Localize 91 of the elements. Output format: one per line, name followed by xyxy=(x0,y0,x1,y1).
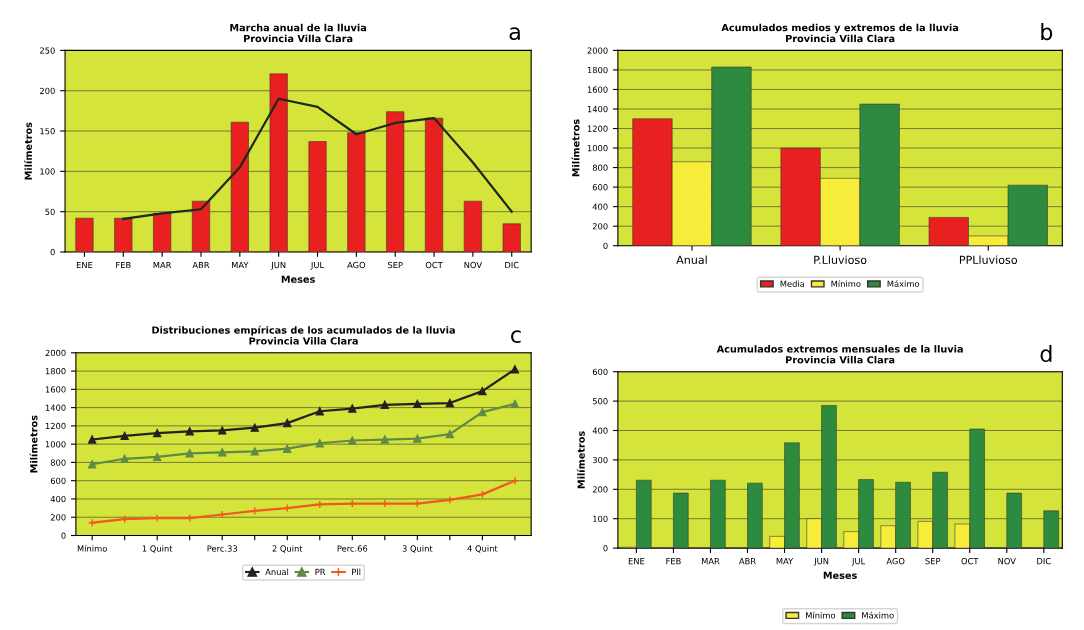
y-tick-label: 200 xyxy=(50,514,66,521)
x-tick-label: OCT xyxy=(425,261,443,269)
y-tick-label: 200 xyxy=(592,486,608,493)
y-axis-title: Milímetros xyxy=(29,415,38,473)
y-tick-label: 50 xyxy=(45,208,55,215)
y-axis-title: Milímetros xyxy=(576,431,585,489)
x-axis-title: Meses xyxy=(823,571,857,579)
x-axis-title: Meses xyxy=(281,275,315,283)
x-tick-label: NOV xyxy=(464,261,482,269)
y-tick-label: 200 xyxy=(592,223,608,230)
text: a xyxy=(509,27,520,41)
chart-title: Marcha anual de la lluvia Provincia Villa Clara xyxy=(230,23,367,43)
chart-title: Acumulados extremos mensuales de la lluvia Provincia Villa Clara xyxy=(716,345,963,364)
y-tick-label: 1400 xyxy=(45,404,66,411)
y-tick-label: 1800 xyxy=(587,66,608,74)
y-tick-label: 600 xyxy=(592,184,608,191)
x-tick-label: 1 Quint xyxy=(142,545,173,553)
legend-label: Mínimo xyxy=(831,280,861,287)
y-tick-label: 150 xyxy=(40,128,55,135)
text: d xyxy=(1040,344,1052,363)
y-tick-label: 600 xyxy=(50,477,66,484)
y-tick-label: 400 xyxy=(50,495,66,503)
y-tick-label: 1400 xyxy=(587,105,608,113)
y-tick-label: 0 xyxy=(603,545,608,552)
x-tick-label: NOV xyxy=(998,557,1016,565)
y-tick-label: 2000 xyxy=(45,349,66,357)
legend-label: Máximo xyxy=(862,611,894,619)
y-tick-label: 400 xyxy=(592,427,608,434)
y-tick-label: 250 xyxy=(40,47,55,54)
x-tick-label: Mínimo xyxy=(77,544,107,552)
x-tick-label: SEP xyxy=(387,261,403,269)
x-tick-label: ABR xyxy=(192,261,210,269)
y-tick-label: 2000 xyxy=(587,47,608,54)
y-tick-label: 0 xyxy=(61,532,66,539)
text: c xyxy=(511,330,521,344)
legend-label: Media xyxy=(780,280,805,287)
y-tick-label: 1200 xyxy=(45,422,66,430)
legend-label: Pll xyxy=(352,568,361,575)
y-tick-label: 1600 xyxy=(45,386,66,393)
y-axis-title: Milímetros xyxy=(571,119,580,177)
x-tick-label: JUL xyxy=(851,558,866,566)
chart-title: Acumulados medios y extremos de la lluvia Provincia Villa Clara xyxy=(721,23,959,43)
x-tick-label: 2 Quint xyxy=(272,545,303,553)
x-tick-label: Perc.33 xyxy=(207,545,238,552)
y-tick-label: 200 xyxy=(40,87,55,94)
x-tick-label: DIC xyxy=(1037,557,1051,565)
x-tick-label: FEB xyxy=(116,261,131,269)
x-tick-label: SEP xyxy=(925,557,941,565)
y-tick-label: 1200 xyxy=(587,125,608,132)
y-tick-label: 100 xyxy=(40,168,55,175)
x-tick-label: Perc.66 xyxy=(337,545,368,552)
x-tick-label: P.Lluvioso xyxy=(814,255,867,265)
y-tick-label: 0 xyxy=(50,248,55,256)
y-tick-label: 600 xyxy=(592,368,608,375)
x-tick-label: 4 Quint xyxy=(467,545,498,553)
x-tick-label: DIC xyxy=(505,261,519,269)
x-tick-label: AGO xyxy=(886,557,905,565)
y-tick-label: 0 xyxy=(603,242,608,249)
y-tick-label: 1800 xyxy=(45,368,66,375)
y-tick-label: 300 xyxy=(592,456,608,464)
x-tick-label: OCT xyxy=(961,557,979,565)
y-tick-label: 1000 xyxy=(45,441,66,448)
x-tick-label: MAY xyxy=(231,261,249,269)
x-tick-label: ENE xyxy=(76,261,93,269)
y-axis-title: Milímetros xyxy=(24,122,32,180)
x-tick-label: AGO xyxy=(347,261,366,269)
y-tick-label: 1000 xyxy=(587,145,608,152)
x-tick-label: PPLluvioso xyxy=(959,255,1018,265)
x-tick-label: JUN xyxy=(813,558,829,566)
y-tick-label: 400 xyxy=(592,203,608,210)
legend-label: Mínimo xyxy=(806,611,836,619)
y-tick-label: 800 xyxy=(592,164,608,171)
x-tick-label: ENE xyxy=(628,558,645,565)
x-tick-label: MAR xyxy=(153,261,172,269)
y-tick-label: 100 xyxy=(593,515,608,522)
x-tick-label: Anual xyxy=(676,255,707,265)
x-tick-label: 3 Quint xyxy=(402,545,433,553)
legend-label: Máximo xyxy=(887,280,920,287)
x-tick-label: FEB xyxy=(666,558,681,565)
chart-title: Distribuciones empíricas de los acumulados de la lluvia Provincia Villa Clara xyxy=(152,325,455,345)
legend-label: Anual xyxy=(265,568,289,576)
text: b xyxy=(1041,23,1053,41)
x-tick-label: JUN xyxy=(270,261,286,270)
y-tick-label: 800 xyxy=(50,459,66,466)
x-tick-label: MAR xyxy=(701,558,720,565)
x-tick-label: JUL xyxy=(310,261,325,270)
x-tick-label: MAY xyxy=(776,558,794,565)
legend-label: PR xyxy=(315,568,326,575)
y-tick-label: 1600 xyxy=(587,86,608,93)
y-tick-label: 500 xyxy=(592,398,608,405)
x-tick-label: ABR xyxy=(738,558,756,565)
